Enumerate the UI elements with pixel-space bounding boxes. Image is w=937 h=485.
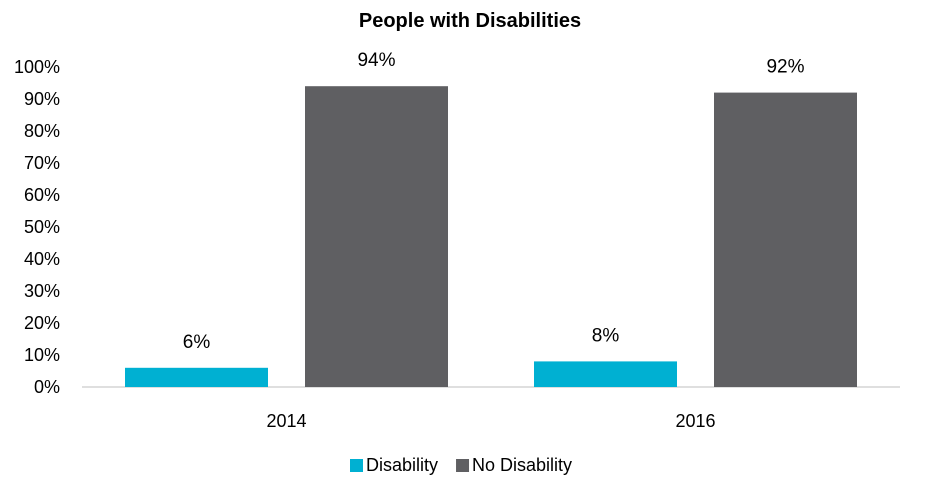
- data-labels: 6% 94% 8% 92%: [183, 50, 805, 353]
- legend-label: No Disability: [472, 455, 572, 475]
- x-axis: 2014 2016: [82, 386, 900, 431]
- bar-disability-2016: [534, 361, 677, 387]
- bar-disability-2014: [125, 367, 268, 387]
- x-tick-label: 2014: [266, 411, 306, 431]
- y-tick-label: 80%: [24, 121, 60, 141]
- chart-title: People with Disabilities: [359, 10, 581, 32]
- y-tick-label: 30%: [24, 281, 60, 301]
- y-tick-label: 0%: [34, 377, 60, 397]
- x-tick-label: 2016: [675, 411, 715, 431]
- legend-label: Disability: [366, 455, 438, 475]
- y-tick-label: 50%: [24, 217, 60, 237]
- y-tick-label: 10%: [24, 345, 60, 365]
- legend: Disability No Disability: [350, 455, 572, 475]
- data-label: 8%: [592, 325, 620, 346]
- y-tick-label: 40%: [24, 249, 60, 269]
- data-label: 92%: [766, 57, 804, 78]
- y-tick-label: 70%: [24, 153, 60, 173]
- y-tick-label: 60%: [24, 185, 60, 205]
- legend-swatch: [350, 459, 363, 472]
- bar-no-disability-2014: [305, 86, 448, 387]
- bars: [125, 86, 857, 387]
- legend-swatch: [456, 459, 470, 472]
- y-axis: 0% 10% 20% 30% 40% 50% 60% 70% 80% 90% 100%: [14, 57, 60, 397]
- data-label: 94%: [357, 50, 395, 71]
- data-label: 6%: [183, 332, 211, 353]
- y-tick-label: 100%: [14, 57, 60, 77]
- bar-no-disability-2016: [714, 92, 857, 387]
- y-tick-label: 20%: [24, 313, 60, 333]
- y-tick-label: 90%: [24, 89, 60, 109]
